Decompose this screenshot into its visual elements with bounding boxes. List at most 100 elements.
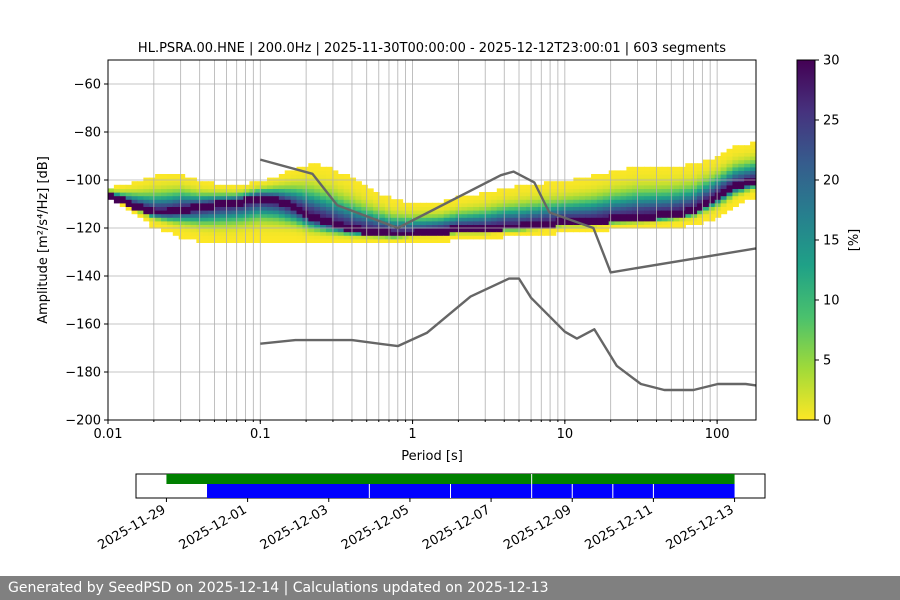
heatmap-cell <box>455 199 463 204</box>
heatmap-cell <box>649 174 657 179</box>
heatmap-cell <box>655 170 663 175</box>
heatmap-cell <box>514 220 521 225</box>
heatmap-cell <box>420 235 427 240</box>
heatmap-cell <box>473 217 480 222</box>
heatmap-cell <box>702 170 710 175</box>
heatmap-cell <box>644 199 651 204</box>
heatmap-cell <box>337 238 345 243</box>
heatmap-cell <box>125 206 133 211</box>
heatmap-cell <box>585 217 592 222</box>
heatmap-cell <box>249 228 256 233</box>
heatmap-cell <box>443 231 451 236</box>
colorbar-tick-label: 0 <box>823 414 831 429</box>
heatmap-cell <box>714 170 722 175</box>
heatmap-cell <box>432 210 439 215</box>
heatmap-cell <box>237 213 245 218</box>
heatmap-cell <box>184 235 192 240</box>
heatmap-cell <box>296 166 303 171</box>
heatmap-cell <box>579 213 586 218</box>
heatmap-cell <box>508 213 516 218</box>
heatmap-cell <box>237 202 245 207</box>
heatmap-cell <box>349 192 357 197</box>
heatmap-cell <box>490 224 498 229</box>
heatmap-cell <box>573 184 580 189</box>
heatmap-cell <box>667 181 675 186</box>
heatmap-cell <box>314 220 321 225</box>
heatmap-cell <box>526 206 533 211</box>
heatmap-cell <box>231 213 239 218</box>
heatmap-cell <box>449 228 457 233</box>
heatmap-cell <box>249 224 256 229</box>
heatmap-cell <box>155 220 162 225</box>
heatmap-cell <box>302 195 309 200</box>
heatmap-cell <box>373 199 380 204</box>
heatmap-cell <box>202 228 209 233</box>
heatmap-cell <box>302 231 309 236</box>
heatmap-cell <box>626 206 633 211</box>
heatmap-cell <box>473 210 480 215</box>
heatmap-cell <box>426 235 433 240</box>
heatmap-cell <box>449 231 457 236</box>
heatmap-cell <box>355 235 362 240</box>
heatmap-cell <box>685 195 692 200</box>
heatmap-cell <box>437 220 445 225</box>
colorbar-tick-label: 5 <box>823 354 831 369</box>
heatmap-cell <box>591 188 598 193</box>
heatmap-cell <box>308 231 315 236</box>
heatmap-cell <box>355 231 362 236</box>
heatmap-cell <box>661 202 669 207</box>
heatmap-cell <box>632 195 639 200</box>
heatmap-cell <box>178 235 186 240</box>
heatmap-cell <box>390 213 398 218</box>
heatmap-cell <box>225 220 233 225</box>
heatmap-cell <box>143 217 150 222</box>
heatmap-cell <box>355 192 362 197</box>
heatmap-cell <box>219 195 227 200</box>
footer-bar: Generated by SeedPSD on 2025-12-14 | Cal… <box>0 576 900 600</box>
heatmap-cell <box>302 224 309 229</box>
heatmap-cell <box>479 224 486 229</box>
heatmap-cell <box>526 210 533 215</box>
heatmap-cell <box>255 231 262 236</box>
heatmap-cell <box>290 174 298 179</box>
heatmap-cell <box>602 195 610 200</box>
heatmap-cell <box>614 184 622 189</box>
heatmap-cell <box>272 213 280 218</box>
heatmap-cell <box>679 210 686 215</box>
heatmap-cell <box>278 228 286 233</box>
heatmap-cell <box>691 202 698 207</box>
heatmap-cell <box>626 170 633 175</box>
heatmap-cell <box>708 181 716 186</box>
heatmap-cell <box>726 174 734 179</box>
heatmap-cell <box>361 195 368 200</box>
x-tick-label: 0.01 <box>94 427 123 442</box>
heatmap-cell <box>726 181 734 186</box>
heatmap-cell <box>549 202 557 207</box>
heatmap-cell <box>355 224 362 229</box>
heatmap-cell <box>455 220 463 225</box>
heatmap-cell <box>155 174 162 179</box>
heatmap-cell <box>732 156 739 161</box>
heatmap-cell <box>361 224 368 229</box>
heatmap-cell <box>190 192 197 197</box>
heatmap-cell <box>532 224 539 229</box>
heatmap-cell <box>744 152 751 157</box>
heatmap-cell <box>325 170 333 175</box>
heatmap-cell <box>396 202 404 207</box>
heatmap-cell <box>632 166 639 171</box>
heatmap-cell <box>314 199 321 204</box>
heatmap-cell <box>272 231 280 236</box>
heatmap-cell <box>272 206 280 211</box>
heatmap-cell <box>461 199 468 204</box>
heatmap-cell <box>337 199 345 204</box>
heatmap-cell <box>325 206 333 211</box>
heatmap-cell <box>325 228 333 233</box>
heatmap-cell <box>726 152 734 157</box>
heatmap-cell <box>738 195 745 200</box>
heatmap-cell <box>384 235 392 240</box>
heatmap-cell <box>673 213 681 218</box>
heatmap-cell <box>214 224 221 229</box>
heatmap-cell <box>137 213 144 218</box>
heatmap-cell <box>720 152 728 157</box>
heatmap-cell <box>485 210 492 215</box>
